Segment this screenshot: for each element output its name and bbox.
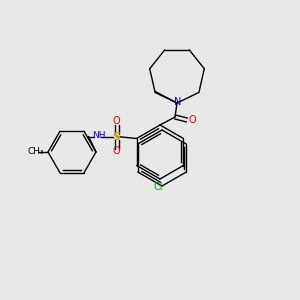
Text: O: O <box>113 146 120 157</box>
Text: O: O <box>113 116 120 127</box>
Text: Cl: Cl <box>153 182 163 192</box>
Text: N: N <box>174 97 182 107</box>
Text: NH: NH <box>92 131 105 140</box>
Text: CH₃: CH₃ <box>28 148 44 157</box>
Text: S: S <box>112 131 121 142</box>
Text: O: O <box>188 115 196 125</box>
